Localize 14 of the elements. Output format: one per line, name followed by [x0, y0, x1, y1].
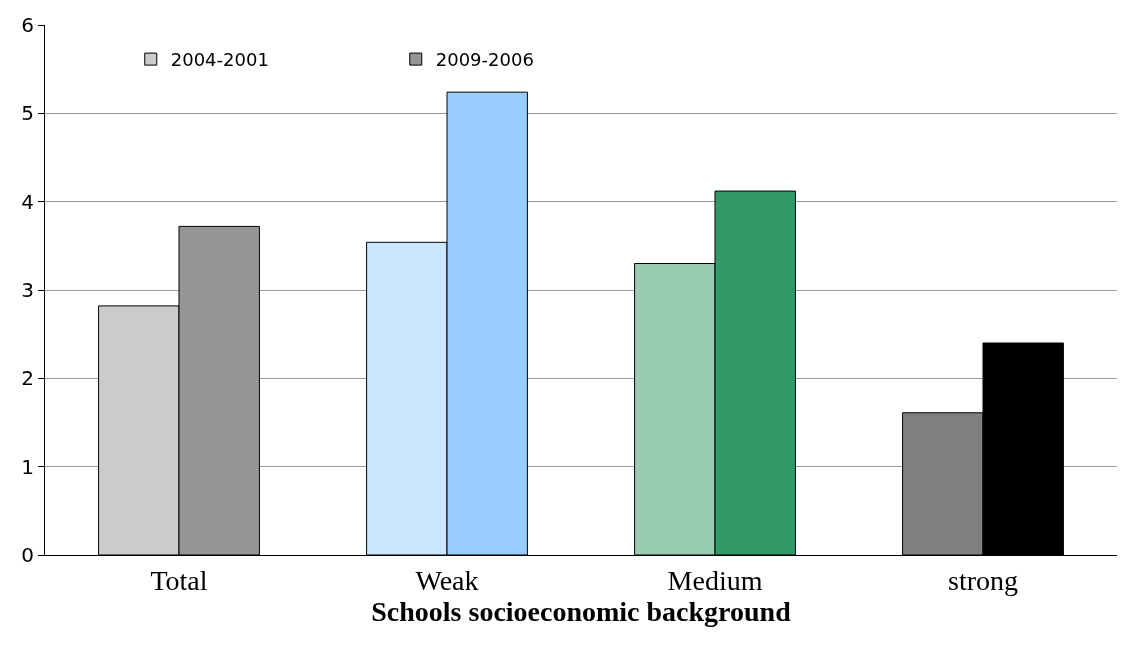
y-tick-label: 3 — [21, 278, 34, 302]
y-tick-label: 5 — [21, 101, 34, 126]
y-tick-label: 2 — [21, 366, 34, 391]
x-tick-label: Total — [150, 564, 208, 596]
y-tick-label: 0 — [21, 543, 34, 567]
y-tick-label: 4 — [21, 189, 34, 214]
legend-label: 2004-2001 — [170, 49, 269, 71]
x-tick-label: strong — [948, 564, 1018, 596]
legend-label: 2009-2006 — [435, 49, 534, 71]
y-tick-label: 1 — [21, 454, 34, 479]
x-axis-title: Schools socioeconomic background — [371, 595, 792, 627]
x-tick-label: Medium — [667, 564, 763, 596]
y-tick-label: 6 — [21, 13, 34, 37]
x-tick-label: Weak — [415, 564, 479, 596]
